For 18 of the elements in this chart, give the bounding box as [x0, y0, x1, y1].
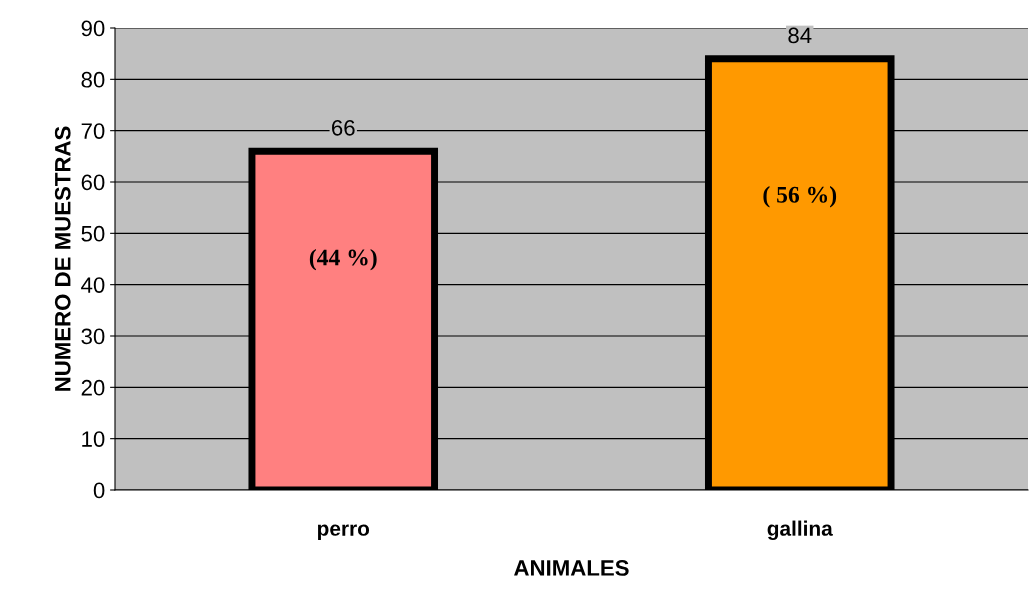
- x-axis-title: ANIMALES: [514, 560, 629, 576]
- y-tick-label: 90: [81, 20, 105, 37]
- y-tick-label: 70: [81, 123, 105, 139]
- data-label: 84: [788, 27, 812, 44]
- y-tick-label: 10: [82, 431, 105, 447]
- y-tick-label: 50: [81, 225, 105, 242]
- y-tick-label: 0: [93, 482, 105, 499]
- data-label: 66: [332, 119, 355, 136]
- y-tick-label: 60: [81, 174, 105, 191]
- y-tick-label: 30: [81, 328, 105, 345]
- y-tick-label: 80: [81, 71, 105, 88]
- annotation: ( 56 %): [763, 186, 837, 208]
- y-tick-label: 20: [81, 379, 105, 396]
- annotation: (44 %): [309, 248, 377, 271]
- y-axis-title: NUMERO DE MUESTRAS: [54, 126, 71, 391]
- y-tick-label: 40: [81, 277, 105, 293]
- x-tick-label: gallina: [767, 520, 833, 541]
- x-tick-label: perro: [318, 524, 370, 540]
